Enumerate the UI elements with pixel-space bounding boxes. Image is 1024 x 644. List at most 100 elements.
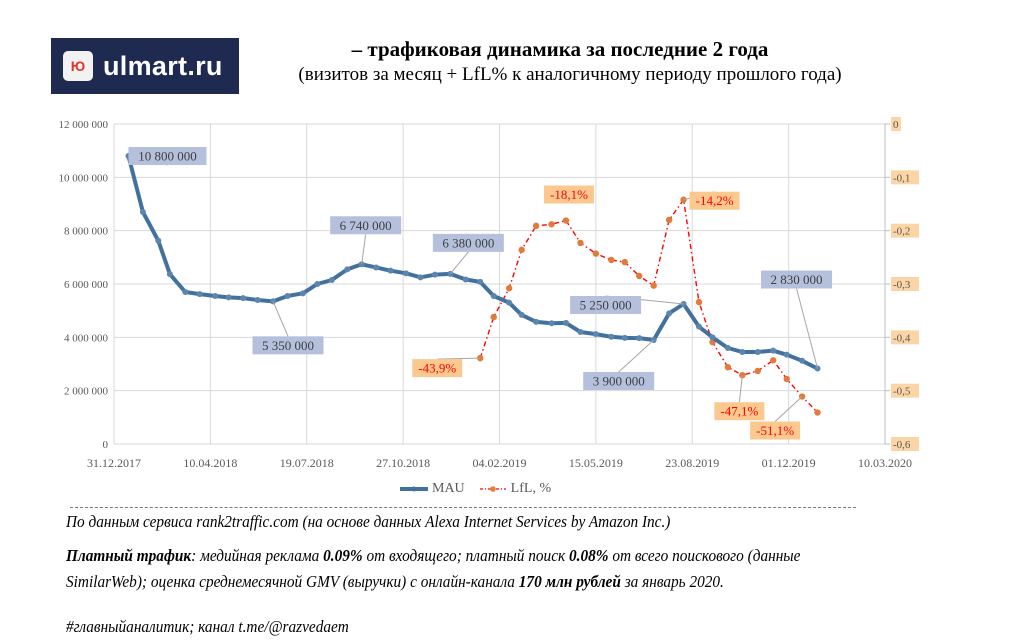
media-share: 0.09% — [323, 546, 363, 565]
mau-point — [799, 357, 806, 364]
y-right-tick-bg — [891, 223, 919, 238]
y-right-tick-bg — [891, 330, 919, 345]
mau-point — [477, 278, 484, 285]
mau-data-label: 5 350 000 — [262, 338, 314, 353]
mau-point — [533, 318, 540, 325]
mau-point — [695, 323, 702, 330]
mau-point — [373, 264, 380, 271]
y-right-tick-bg — [891, 383, 919, 398]
mau-point — [770, 347, 777, 354]
mau-point — [314, 281, 321, 287]
mau-point — [506, 299, 513, 306]
lfl-point — [532, 222, 540, 230]
source-note: По данным сервиса rank2traffic.com (на о… — [66, 512, 671, 531]
text: : медийная реклама — [191, 546, 324, 565]
mau-data-label-bg — [128, 147, 207, 165]
lfl-point — [665, 216, 673, 224]
paid-traffic-line-1: Платный трафик: медийная реклама 0.09% о… — [66, 546, 800, 566]
lfl-point — [505, 285, 513, 292]
mau-data-label-bg — [583, 372, 655, 390]
mau-point — [724, 345, 731, 351]
divider — [70, 507, 856, 508]
text: за январь 2020. — [620, 572, 724, 591]
text: SimilarWeb); оценка среднемесячной GMV (… — [66, 572, 519, 591]
mau-point — [754, 349, 761, 355]
lfl-point — [518, 246, 525, 254]
x-tick-label: 04.02.2019 — [473, 456, 527, 470]
y-left-tick-label: 0 — [103, 439, 109, 451]
y-right-tick-bg — [891, 437, 919, 451]
ulmart-logo-icon: Ю — [63, 51, 93, 81]
mau-point — [344, 266, 351, 273]
lfl-data-label: -47,1% — [720, 404, 758, 419]
mau-point — [431, 271, 438, 278]
page-subtitle: (визитов за месяц + LfL% к аналогичному … — [298, 64, 842, 85]
mau-data-label: 10 800 000 — [138, 149, 197, 164]
y-right-tick-label: -0,2 — [893, 226, 910, 238]
lfl-point — [770, 357, 777, 364]
x-tick-label: 23.08.2019 — [665, 456, 719, 470]
lfl-data-label-leader — [774, 396, 803, 422]
lfl-data-label-bg — [412, 359, 463, 378]
mau-point — [462, 276, 469, 283]
lfl-point — [621, 258, 628, 266]
lfl-data-label: -43,9% — [418, 361, 456, 376]
mau-data-label-leader — [272, 301, 289, 337]
lfl-data-label-bg — [714, 402, 765, 421]
lfl-data-label-bg — [750, 421, 801, 440]
mau-data-label: 6 740 000 — [340, 218, 392, 233]
lfl-point — [783, 375, 790, 383]
y-right-tick-bg — [891, 170, 919, 185]
y-right-tick-label: -0,1 — [893, 172, 910, 184]
lfl-data-label-bg — [689, 191, 740, 210]
lfl-data-label-bg — [543, 185, 594, 204]
lfl-point — [650, 282, 657, 289]
x-tick-label: 19.07.2018 — [280, 456, 334, 470]
lfl-point — [754, 367, 761, 375]
mau-point — [636, 335, 643, 342]
y-right-tick-bg — [891, 277, 919, 291]
x-tick-label: 31.12.2017 — [87, 456, 141, 470]
lfl-point — [724, 364, 732, 371]
mau-point — [139, 209, 146, 215]
mau-data-label-bg — [432, 233, 504, 252]
mau-point — [709, 334, 716, 341]
mau-point — [387, 267, 394, 274]
y-right-tick-label: 0 — [893, 119, 899, 131]
y-right-tick-label: -0,3 — [893, 279, 911, 291]
lfl-data-label: -51,1% — [756, 423, 794, 438]
lfl-point — [814, 409, 821, 416]
mau-data-label-bg — [252, 336, 324, 355]
legend-lfl-label: LfL, % — [510, 481, 552, 496]
legend-mau-label: MAU — [432, 481, 465, 496]
paid-traffic-line-2: SimilarWeb); оценка среднемесячной GMV (… — [66, 572, 724, 592]
lfl-point — [490, 313, 497, 321]
legend-mau-swatch — [400, 486, 428, 492]
mau-point — [666, 310, 673, 317]
y-right-tick-label: -0,5 — [893, 386, 911, 398]
x-tick-label: 27.10.2018 — [376, 456, 430, 470]
y-right-tick-bg — [891, 117, 901, 131]
gmv-value: 170 млн рублей — [518, 572, 621, 591]
lfl-point — [562, 217, 570, 224]
mau-data-label-bg — [570, 296, 642, 314]
mau-point — [284, 293, 291, 299]
mau-point — [592, 331, 599, 338]
lfl-data-label: -18,1% — [550, 187, 588, 202]
mau-data-label: 5 250 000 — [580, 298, 632, 313]
x-tick-label: 01.12.2019 — [762, 456, 816, 470]
mau-point — [562, 319, 569, 326]
mau-data-label-leader — [796, 288, 819, 369]
mau-point — [783, 351, 790, 358]
traffic-chart: 0 2 000 000 4 000 000 6 000 000 8 000 000 10 … — [59, 117, 919, 470]
lfl-point — [608, 256, 615, 264]
lfl-point — [577, 239, 584, 247]
legend-item-lfl: LfL, % — [479, 481, 551, 497]
mau-point — [548, 320, 555, 327]
mau-data-label-leader — [618, 339, 655, 373]
lfl-point — [548, 221, 555, 228]
y-left-tick-label: 12 000 000 — [59, 119, 109, 131]
mau-point — [403, 270, 410, 277]
mau-data-label: 2 830 000 — [771, 272, 823, 287]
